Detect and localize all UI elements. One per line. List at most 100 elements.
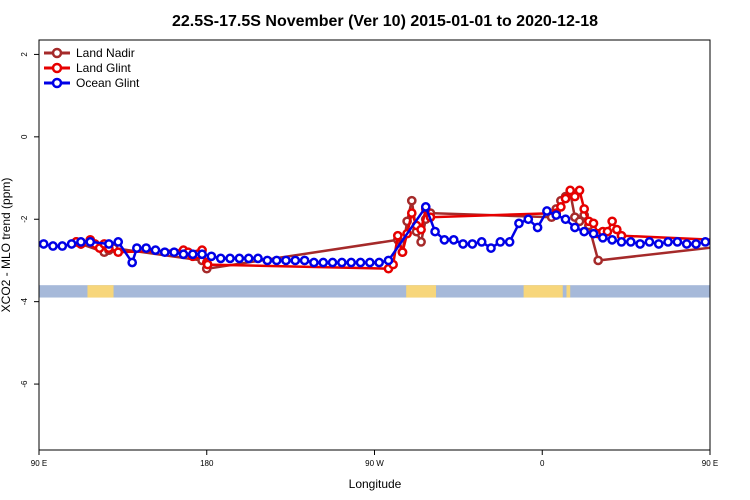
x-axis-label: Longitude	[349, 477, 402, 491]
ocean-glint-point	[635, 239, 645, 249]
ocean-glint-point	[225, 253, 235, 264]
ocean-glint-point	[681, 239, 692, 249]
land-glint-point	[570, 191, 580, 202]
land-glint-point	[416, 224, 426, 235]
land-glint-point	[202, 259, 213, 270]
ocean-glint-point	[197, 249, 207, 260]
land-glint-point	[560, 193, 571, 204]
ocean-glint-point	[458, 239, 468, 249]
ocean-glint-point	[709, 240, 710, 244]
ocean-glint-point	[346, 257, 357, 268]
ocean-glint-point	[187, 249, 198, 260]
ocean-glint-point	[739, 238, 746, 245]
x-tick-label: 0	[540, 459, 545, 468]
ocean-glint-point	[439, 234, 450, 245]
land-segment-3	[523, 285, 563, 298]
ocean-glint-point	[85, 237, 96, 247]
ocean-glint-point	[318, 257, 329, 268]
ocean-glint-point	[39, 239, 49, 249]
land-glint-point	[588, 218, 599, 229]
legend-item-ocean-glint: Ocean Glint	[44, 76, 140, 90]
ocean-glint-point	[364, 257, 375, 268]
y-tick-label: -2	[20, 215, 29, 223]
ocean-glint-point	[691, 239, 701, 249]
ocean-glint-point	[579, 226, 590, 237]
ocean-glint-point	[644, 237, 655, 247]
ocean-glint-point	[383, 255, 394, 266]
x-tick-label: 90 E	[31, 459, 47, 468]
x-tick-label: 90 E	[702, 459, 718, 468]
ocean-glint-point	[104, 239, 114, 249]
land-nadir-point	[406, 195, 417, 206]
y-tick-label: -6	[20, 380, 29, 388]
ocean-glint-point	[560, 214, 571, 225]
legend-swatch-marker	[51, 62, 63, 74]
ocean-glint-point	[430, 226, 440, 237]
ocean-glint-point	[48, 241, 58, 251]
ocean-glint-point	[262, 255, 273, 266]
x-axis: 90 E 180 90 W 0 90 E	[31, 450, 718, 468]
ocean-glint-point	[141, 243, 152, 253]
y-axis-label: XCO2 - MLO trend (ppm)	[0, 178, 13, 313]
ocean-glint-point	[467, 239, 478, 249]
ocean-glint-point	[234, 253, 245, 264]
ocean-glint-point	[309, 257, 319, 268]
ocean-glint-point	[495, 237, 506, 247]
ocean-glint-point	[653, 239, 664, 249]
ocean-glint-point	[113, 237, 124, 247]
ocean-glint-point	[616, 237, 627, 247]
chart-title: 22.5S-17.5S November (Ver 10) 2015-01-01…	[172, 13, 598, 30]
land-glint-point	[406, 208, 417, 218]
land-glint-point	[113, 247, 124, 258]
land-glint-point	[397, 247, 408, 258]
x-tick-label: 180	[200, 459, 214, 468]
series-land-nadir	[71, 187, 710, 274]
land-glint-point	[392, 230, 403, 241]
ocean-glint-point	[271, 255, 282, 266]
ocean-glint-point	[663, 237, 673, 247]
ocean-glint-point	[607, 234, 617, 245]
legend-label: Land Nadir	[76, 46, 135, 60]
x-tick-label: 90 W	[365, 459, 384, 468]
ocean-glint-point	[57, 241, 68, 251]
ocean-glint-point	[420, 202, 431, 212]
y-axis: 2 0 -2 -4 -6	[20, 52, 39, 388]
ocean-glint-point	[290, 255, 301, 266]
ocean-glint-point	[159, 247, 170, 258]
ocean-glint-point	[523, 214, 534, 225]
ocean-glint-point	[448, 234, 459, 245]
ocean-glint-point	[127, 257, 138, 268]
ocean-glint-point	[700, 237, 710, 247]
land-nadir-point	[574, 216, 585, 227]
ocean-glint-point	[206, 251, 217, 262]
ocean-glint-point	[672, 237, 683, 247]
y-tick-label: 0	[20, 134, 29, 139]
ocean-glint-point	[597, 232, 608, 243]
ocean-glint-point	[486, 243, 496, 253]
legend-item-land-nadir: Land Nadir	[44, 46, 135, 60]
ocean-glint-point	[476, 237, 487, 247]
ocean-glint-point	[532, 222, 543, 233]
land-nadir-point	[593, 255, 604, 266]
ocean-glint-point	[551, 210, 562, 220]
land-glint-point	[602, 226, 613, 237]
ocean-glint-point	[66, 239, 77, 249]
series-layer	[39, 185, 746, 274]
ocean-glint-point	[178, 249, 189, 260]
legend-label: Ocean Glint	[76, 76, 140, 90]
ocean-glint-point	[570, 222, 580, 233]
ocean-glint-point	[299, 255, 310, 266]
land-glint-point	[565, 185, 576, 196]
ocean-glint-point	[730, 238, 737, 245]
land-glint-point	[611, 224, 622, 235]
y-tick-label: 2	[20, 52, 29, 57]
ocean-glint-point	[253, 253, 263, 264]
ocean-glint-point	[504, 237, 515, 247]
land-glint-point	[579, 204, 590, 214]
ocean-glint-point	[169, 247, 179, 258]
ocean-glint-point	[588, 228, 599, 239]
ocean-glint-point	[374, 257, 385, 268]
land-ocean-band	[39, 285, 710, 298]
